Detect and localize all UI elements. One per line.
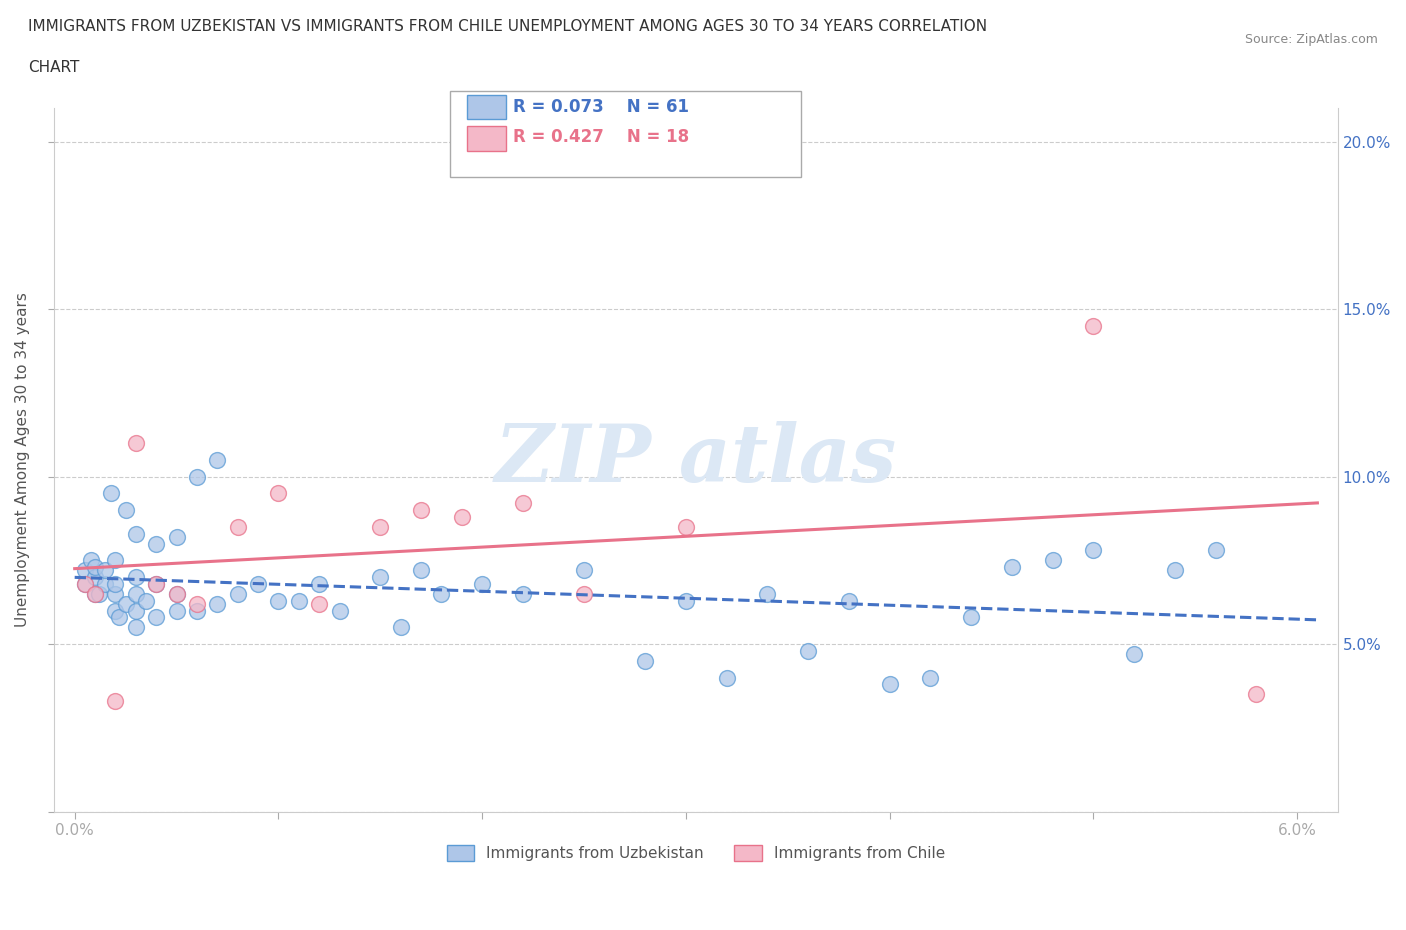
Point [125, 435, 148, 450]
Point [145, 577, 167, 591]
Point [1246, 687, 1268, 702]
Point [471, 577, 494, 591]
Point [1083, 543, 1105, 558]
Point [89, 587, 111, 602]
Text: R = 0.073    N = 61: R = 0.073 N = 61 [513, 98, 689, 115]
Point [84, 560, 107, 575]
Legend: Immigrants from Uzbekistan, Immigrants from Chile: Immigrants from Uzbekistan, Immigrants f… [440, 839, 952, 868]
Point [104, 587, 127, 602]
Point [125, 620, 148, 635]
Point [287, 593, 309, 608]
Point [675, 593, 697, 608]
Text: IMMIGRANTS FROM UZBEKISTAN VS IMMIGRANTS FROM CHILE UNEMPLOYMENT AMONG AGES 30 T: IMMIGRANTS FROM UZBEKISTAN VS IMMIGRANTS… [28, 19, 987, 33]
Point [145, 537, 167, 551]
Point [104, 553, 127, 568]
Point [389, 620, 412, 635]
Point [308, 577, 330, 591]
Point [512, 496, 534, 511]
Point [104, 694, 127, 709]
Point [186, 604, 208, 618]
Point [166, 529, 188, 544]
Point [572, 563, 595, 578]
Text: Source: ZipAtlas.com: Source: ZipAtlas.com [1244, 33, 1378, 46]
Point [84, 587, 107, 602]
Point [920, 671, 942, 685]
Point [226, 520, 249, 535]
Point [166, 604, 188, 618]
Point [879, 677, 901, 692]
Point [125, 604, 148, 618]
Point [145, 577, 167, 591]
Point [84, 587, 107, 602]
Point [838, 593, 860, 608]
Point [409, 503, 432, 518]
Point [226, 587, 249, 602]
Point [207, 452, 229, 467]
Point [166, 587, 188, 602]
Point [675, 520, 697, 535]
Point [1164, 563, 1187, 578]
Point [267, 485, 290, 500]
Text: R = 0.427    N = 18: R = 0.427 N = 18 [513, 128, 689, 146]
Point [1042, 553, 1064, 568]
Point [125, 526, 148, 541]
Point [84, 570, 107, 585]
Point [368, 570, 391, 585]
Point [104, 604, 127, 618]
Point [73, 577, 96, 591]
Point [634, 654, 657, 669]
Text: ZIP atlas: ZIP atlas [495, 421, 897, 498]
Point [186, 596, 208, 611]
Point [409, 563, 432, 578]
Point [430, 587, 453, 602]
Text: CHART: CHART [28, 60, 80, 75]
Point [186, 469, 208, 484]
Point [716, 671, 738, 685]
Point [960, 610, 983, 625]
Point [368, 520, 391, 535]
Point [73, 577, 96, 591]
Point [73, 563, 96, 578]
Point [100, 485, 122, 500]
Point [1001, 560, 1024, 575]
Point [125, 570, 148, 585]
Point [512, 587, 534, 602]
Point [125, 587, 148, 602]
Point [94, 563, 117, 578]
Point [450, 510, 472, 525]
Point [572, 587, 595, 602]
Point [1123, 646, 1146, 661]
Point [1083, 318, 1105, 333]
Point [207, 596, 229, 611]
Point [94, 577, 117, 591]
Point [267, 593, 290, 608]
Point [756, 587, 779, 602]
Y-axis label: Unemployment Among Ages 30 to 34 years: Unemployment Among Ages 30 to 34 years [15, 292, 30, 627]
Point [308, 596, 330, 611]
Point [145, 610, 167, 625]
Point [328, 604, 350, 618]
Point [135, 593, 157, 608]
Point [108, 610, 131, 625]
Point [114, 596, 136, 611]
Point [114, 503, 136, 518]
Point [166, 587, 188, 602]
Point [797, 644, 820, 658]
Point [247, 577, 270, 591]
Point [104, 577, 127, 591]
Point [1205, 543, 1227, 558]
Point [80, 553, 103, 568]
